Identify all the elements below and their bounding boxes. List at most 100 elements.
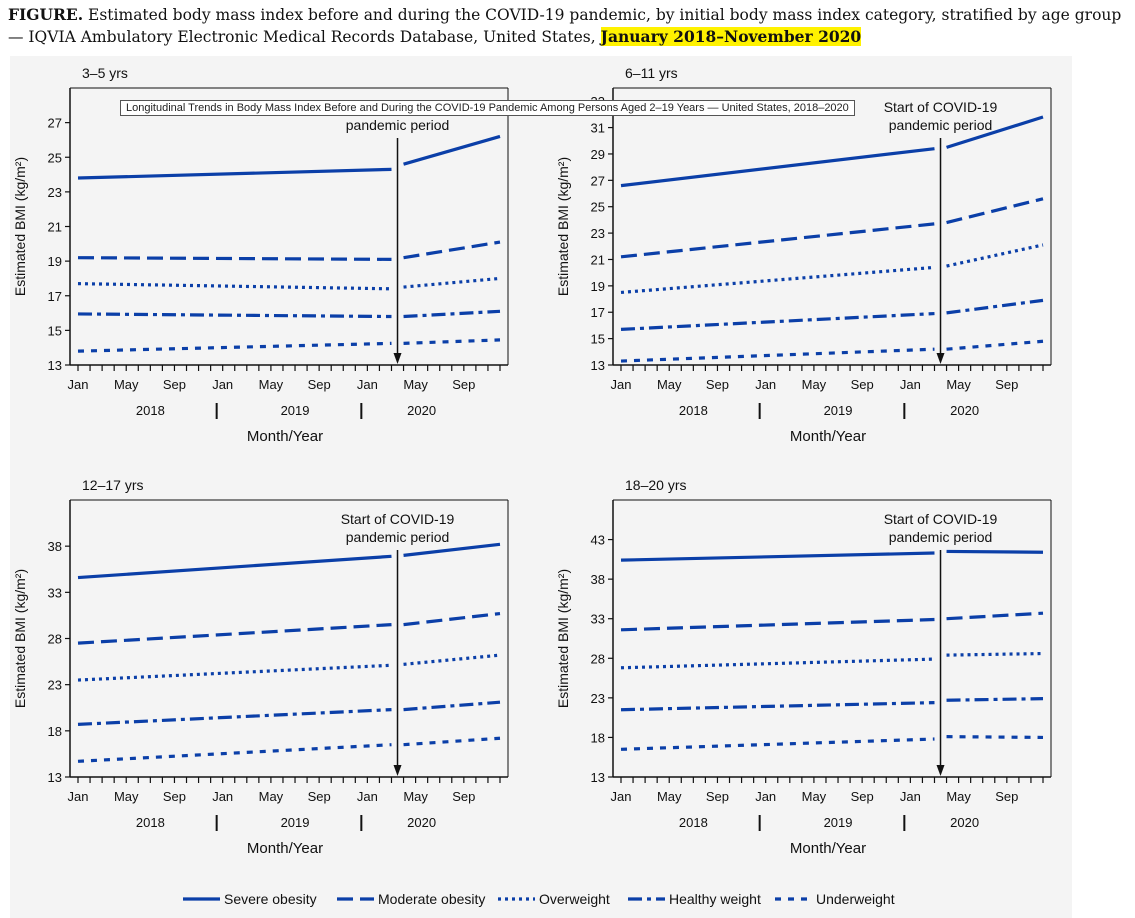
panel-title: 12–17 yrs [82,477,143,493]
y-tick-label: 17 [591,305,605,320]
year-label: 2019 [281,403,310,418]
x-tick-label: May [403,377,428,392]
series-line-post [403,736,501,747]
x-tick-label: May [259,377,284,392]
caption-lead: FIGURE. [8,5,84,24]
x-tick-label: May [657,377,682,392]
x-tick-label: Jan [68,377,89,392]
x-tick-label: Sep [851,377,874,392]
y-tick-label: 27 [48,116,62,131]
year-label: 2018 [679,403,708,418]
legend: Severe obesity Moderate obesity Overweight… [183,891,895,907]
year-label: 2019 [824,815,853,830]
figure-caption: FIGURE. Estimated body mass index before… [8,4,1130,48]
series-line-post [946,339,1044,351]
pandemic-marker-arrow [393,765,402,776]
title-tooltip: Longitudinal Trends in Body Mass Index B… [120,100,855,116]
y-tick-label: 33 [48,585,62,600]
y-tick-label: 15 [48,323,62,338]
year-label: 2019 [824,403,853,418]
x-tick-label: May [946,789,971,804]
y-tick-label: 43 [591,533,605,548]
chart-panel-2: 6–11 yrs1315171921232527293133Estimated … [555,65,1052,445]
series-line-pre [620,701,935,712]
x-tick-label: Jan [212,789,233,804]
year-label: 2020 [950,815,979,830]
series-line-post [946,735,1044,740]
series-line-pre [620,551,935,562]
pandemic-marker-arrow [393,353,402,364]
series-line-post [946,549,1044,554]
panel-title: 18–20 yrs [625,477,686,493]
x-tick-label: Jan [755,377,776,392]
x-tick-label: Jan [900,789,921,804]
y-tick-label: 21 [48,220,62,235]
y-tick-label: 27 [591,173,605,188]
year-label: 2018 [136,815,165,830]
x-tick-label: May [946,377,971,392]
x-tick-label: May [657,789,682,804]
series-line-pre [77,341,392,353]
series-line-pre [620,222,935,259]
y-tick-label: 19 [48,254,62,269]
y-axis-label: Estimated BMI (kg/m²) [555,569,571,708]
x-tick-label: Jan [357,377,378,392]
y-tick-label: 23 [48,678,62,693]
y-tick-label: 23 [591,691,605,706]
y-tick-label: 28 [48,632,62,647]
series-line-pre [77,554,392,580]
x-tick-label: Sep [452,377,475,392]
figure-background [10,56,1072,918]
x-axis-label: Month/Year [790,840,866,857]
y-tick-label: 17 [48,289,62,304]
year-label: 2018 [679,815,708,830]
x-tick-label: Jan [900,377,921,392]
series-line-post [403,240,501,260]
x-tick-label: Sep [452,789,475,804]
y-tick-label: 18 [48,724,62,739]
y-tick-label: 25 [48,150,62,165]
y-tick-label: 33 [591,612,605,627]
series-line-pre [77,623,392,645]
y-tick-label: 38 [48,539,62,554]
chart-panel-4: 18–20 yrs 13 18 23 28 33 38 43 Estimated BMI (kg… [555,477,1052,857]
y-tick-label: 28 [591,651,605,666]
caption-date-highlight: January 2018–November 2020 [600,27,862,46]
y-tick-label: 19 [591,279,605,294]
series-line-pre [77,663,392,682]
y-axis-label: Estimated BMI (kg/m²) [12,569,28,708]
x-tick-label: Sep [163,377,186,392]
series-line-pre [620,617,935,632]
year-label: 2020 [407,815,436,830]
legend-label: Healthy weight [669,891,761,907]
x-tick-label: Jan [68,789,89,804]
y-axis-label: Estimated BMI (kg/m²) [12,157,28,296]
series-line-pre [77,167,392,180]
y-tick-label: 29 [591,147,605,162]
y-tick-label: 38 [591,572,605,587]
x-tick-label: May [403,789,428,804]
legend-label: Severe obesity [224,891,317,907]
series-line-pre [77,282,392,291]
series-line-pre [620,265,935,295]
x-tick-label: Sep [995,377,1018,392]
chart-panel-3: 12–17 yrs 13 18 23 28 33 38 Estimated BMI (kg/m… [12,477,509,857]
series-line-post [403,700,501,712]
y-tick-label: 13 [591,770,605,785]
panel-title: 6–11 yrs [625,65,678,81]
y-axis-label: Estimated BMI (kg/m²) [555,157,571,296]
panel-title: 3–5 yrs [82,65,128,81]
series-line-pre [77,707,392,726]
x-tick-label: Sep [851,789,874,804]
x-tick-label: May [802,789,827,804]
x-tick-label: May [802,377,827,392]
series-line-post [946,298,1044,315]
x-axis-label: Month/Year [247,428,323,445]
series-line-post [946,197,1044,225]
series-line-pre [77,312,392,319]
y-tick-label: 21 [591,252,605,267]
series-line-post [946,611,1044,621]
series-line-pre [620,311,935,331]
